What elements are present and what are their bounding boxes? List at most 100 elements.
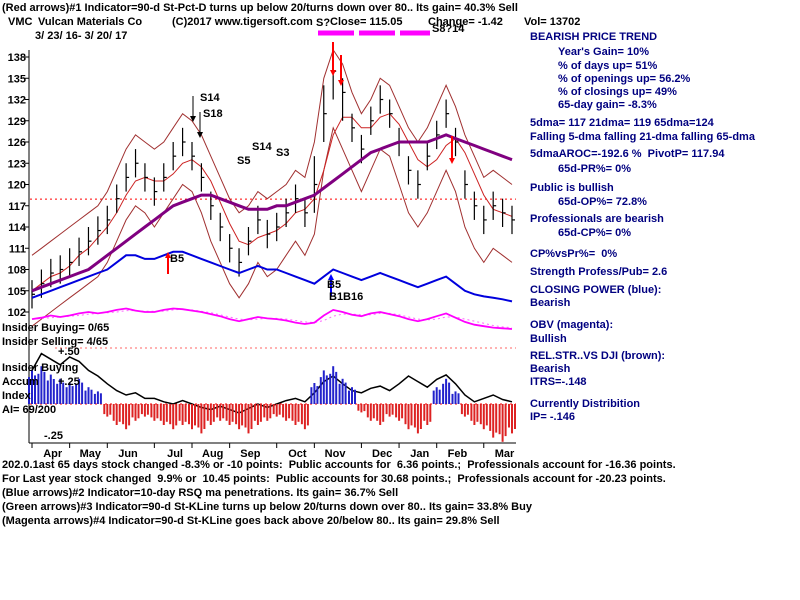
pct-days-up: % of days up= 51% <box>558 60 658 72</box>
x-axis-month-label: Oct <box>288 448 307 460</box>
y-axis-label: 123 <box>8 158 26 170</box>
closing-power-line <box>31 250 513 303</box>
signal-annotation: B5 <box>170 253 184 265</box>
signal-annotation: B1B16 <box>329 291 363 303</box>
relstr-state: Bearish <box>530 363 571 375</box>
x-axis-month-label: May <box>80 448 102 460</box>
signal-annotation: B5 <box>327 279 341 291</box>
aroc-pivot: 5dmaAROC=-192.6 % PivotP= 117.94 <box>530 148 725 160</box>
signal-annotation: S14 <box>252 141 272 153</box>
pct-closings-up: % of closings up= 49% <box>558 86 677 98</box>
footer-line-65day: 202.0.1ast 65 days stock changed -8.3% o… <box>2 459 676 471</box>
cp-vs-pr: CP%vsPr%= 0% <box>530 248 618 260</box>
x-axis-month-label: Mar <box>495 448 515 460</box>
accum-panel-caption: Insider Buying <box>2 362 79 374</box>
accum-word: Accum <box>2 376 39 388</box>
candlestick-series <box>31 53 515 309</box>
close-value: Close= 115.05 <box>330 16 403 28</box>
accum-scale-plus50: +.50 <box>58 346 80 358</box>
signal-annotation: S18 <box>203 108 223 120</box>
x-axis-month-label: Dec <box>372 448 392 460</box>
date-range: 3/ 23/ 16- 3/ 20/ 17 <box>35 30 128 42</box>
price-bands <box>31 48 513 327</box>
obv-state: Bullish <box>530 333 567 345</box>
up-arrow-icon <box>165 252 171 258</box>
x-axis-month-label: Jun <box>118 448 138 460</box>
y-axis-label: 120 <box>8 180 26 192</box>
ai-value: AI= 69/200 <box>2 404 57 416</box>
x-axis-month-label: Sep <box>240 448 260 460</box>
footer-line-year: For Last year stock changed 9.9% or 10.4… <box>2 473 666 485</box>
signal-arrows <box>165 42 455 296</box>
y-axis-label: 111 <box>9 243 26 255</box>
x-axis-month-label: Aug <box>202 448 223 460</box>
company-name: Vulcan Materials Co <box>38 16 143 28</box>
op-pct: 65d-OP%= 72.8% <box>558 196 647 208</box>
up-arrow-icon <box>328 274 334 280</box>
pct-openings-up: % of openings up= 56.2% <box>558 73 691 85</box>
itrs-value: ITRS=-.148 <box>530 376 587 388</box>
years-gain: Year's Gain= 10% <box>558 46 649 58</box>
y-axis-label: 117 <box>8 201 26 213</box>
dma-values: 5dma= 117 21dma= 119 65dma=124 <box>530 117 714 129</box>
chart-axes: 138 135 132 129 126 123 120 117 114 111 108 105 102 A… <box>8 50 516 460</box>
obv-title: OBV (magenta): <box>530 319 614 331</box>
obv-lines <box>31 307 513 330</box>
copyright-text: (C)2017 www.tigersoft.com <box>172 16 313 28</box>
footer-indicator2: (Blue arrows)#2 Indicator=10-day RSQ ma … <box>2 487 399 499</box>
accum-scale-plus25: +.25 <box>58 376 80 388</box>
closing-power-state: Bearish <box>530 297 571 309</box>
down-arrow-icon <box>338 80 344 86</box>
relstr-title: REL.STR..VS DJI (brown): <box>530 350 666 362</box>
y-axis-label: 135 <box>8 73 26 85</box>
insider-buying-count: Insider Buying= 0/65 <box>2 322 110 334</box>
pr-pct: 65d-PR%= 0% <box>558 163 632 175</box>
x-axis-month-label: Jul <box>167 448 183 460</box>
down-arrow-icon <box>330 70 336 76</box>
accum-scale-minus25: -.25 <box>44 430 63 442</box>
insider-selling-count: Insider Selling= 4/65 <box>2 336 109 348</box>
x-axis-month-label: Nov <box>325 448 347 460</box>
y-axis-label: 138 <box>8 52 26 64</box>
cp-pct: 65d-CP%= 0% <box>558 227 632 239</box>
y-axis-label: 129 <box>8 116 26 128</box>
signal-annotation: S? <box>316 17 330 29</box>
indicator-histogram <box>28 366 516 442</box>
ma65-line <box>31 133 513 293</box>
signal-annotation: S5 <box>237 155 250 167</box>
indicator1-caption: (Red arrows)#1 Indicator=90-d St-Pct-D t… <box>2 2 518 14</box>
signal-annotation: S3 <box>276 147 289 159</box>
down-arrow-icon <box>197 132 203 138</box>
x-axis-month-label: Apr <box>43 448 63 460</box>
y-axis-label: 132 <box>8 95 26 107</box>
closing-power-title: CLOSING POWER (blue): <box>530 284 662 296</box>
strength-ratio: Strength Profess/Pub= 2.6 <box>530 266 668 278</box>
dma-direction: Falling 5-dma falling 21-dma falling 65-… <box>530 131 755 143</box>
professional-sentiment: Professionals are bearish <box>530 213 664 225</box>
down-arrow-icon <box>190 116 196 122</box>
down-arrow-icon <box>449 158 455 164</box>
y-axis-label: 114 <box>8 222 27 234</box>
x-axis-month-label: Jan <box>410 448 429 460</box>
trend-title: BEARISH PRICE TREND <box>530 31 658 43</box>
public-sentiment: Public is bullish <box>530 182 614 194</box>
gain-65day: 65-day gain= -8.3% <box>558 99 657 111</box>
ip-value: IP= -.146 <box>530 411 575 423</box>
footer-indicator3: (Green arrows)#3 Indicator=90-d St-KLine… <box>2 501 532 513</box>
volume-value: Vol= 13702 <box>524 16 581 28</box>
x-axis-month-label: Feb <box>448 448 468 460</box>
y-axis-label: 102 <box>8 307 26 319</box>
y-axis-label: 105 <box>8 286 26 298</box>
signal-annotation: S14 <box>200 92 220 104</box>
index-word: Index <box>2 390 31 402</box>
signal-annotation: S8?14 <box>432 23 465 35</box>
distribution-state: Currently Distribition <box>530 398 641 410</box>
footer-indicator4: (Magenta arrows)#4 Indicator=90-d St-KLi… <box>2 515 500 527</box>
ticker-symbol: VMC <box>8 16 33 28</box>
change-value: Change= -1.42 <box>428 16 503 28</box>
y-axis-label: 108 <box>8 265 26 277</box>
y-axis-label: 126 <box>8 137 26 149</box>
